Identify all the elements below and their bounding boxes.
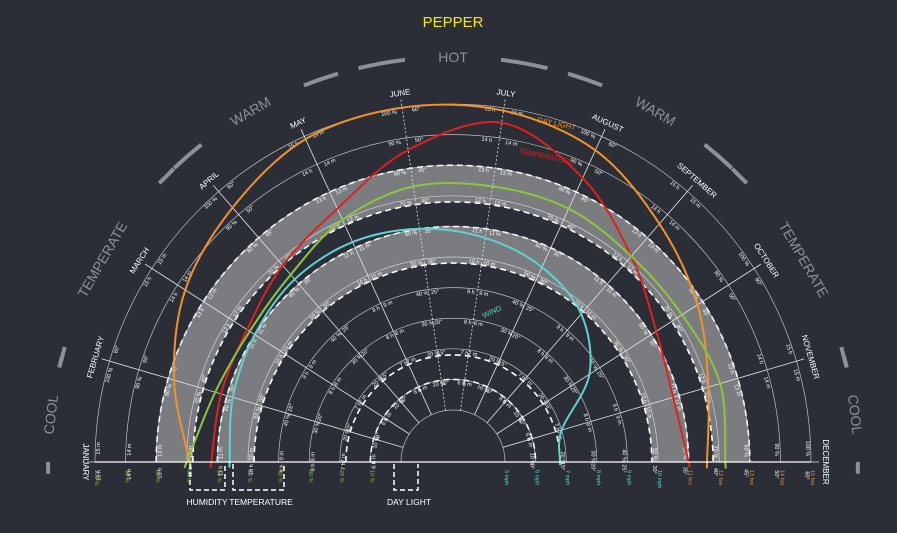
ring-label: 35° <box>681 467 687 475</box>
season-label: HOT <box>438 49 468 65</box>
ring-label: 14 m <box>127 443 133 456</box>
baseline-right-label: 15 hrs <box>809 470 815 486</box>
ring-label: 15° <box>437 350 446 357</box>
baseline-right-label: 6 mph <box>534 470 540 485</box>
ring-label: 9 m <box>280 450 286 460</box>
ring-label: 40° <box>421 198 430 205</box>
ring-label: 20° <box>590 463 596 471</box>
baseline-left-label: 20 % <box>338 470 344 483</box>
baseline-left-label: 50 % <box>246 470 252 483</box>
ring-label: 45° <box>743 469 749 477</box>
ring-label: 25° <box>620 464 626 472</box>
legend-humidity: HUMIDITY <box>186 497 227 507</box>
ring-label: 40 % <box>620 449 626 462</box>
ring-label: 10° <box>440 380 449 387</box>
ring-label: 50° <box>773 470 779 478</box>
ring-label: 40° <box>712 468 718 476</box>
baseline-left-label: 60 % <box>215 470 221 483</box>
ring-label: 13 m <box>157 444 163 457</box>
ring-label: 30° <box>427 259 436 266</box>
ring-label: 100 % <box>804 441 810 457</box>
baseline-right-label: 12 hrs <box>717 470 723 486</box>
baseline-left-label: 30 % <box>307 470 313 483</box>
baseline-left-label: 10 % <box>368 470 374 483</box>
month-label-january: JANUARY <box>81 443 90 481</box>
baseline-left-label: 90 % <box>124 470 130 483</box>
baseline-left-label: 40 % <box>277 470 283 483</box>
ring-label: 9 h <box>467 289 475 296</box>
baseline-right-label: 8 mph <box>595 470 601 485</box>
ring-label: 70 % <box>712 446 718 459</box>
ring-label: 7 m <box>341 453 347 463</box>
month-label-december: DECEMBER <box>821 439 830 485</box>
ring-label: 10 m <box>249 448 255 461</box>
baseline-right-label: 10 mph <box>656 470 662 488</box>
ring-label: 45° <box>418 167 427 174</box>
baseline-right-label: 13 hrs <box>748 470 754 486</box>
ring-label: 25° <box>431 289 440 296</box>
baseline-left-label: 100 % <box>93 470 99 486</box>
ring-label: 8 h <box>463 319 471 326</box>
chart-title: PEPPER <box>423 14 484 31</box>
ring-label: 15 m <box>96 442 102 455</box>
ring-label: 7 h <box>341 462 347 470</box>
ring-label: 8 m <box>310 452 316 462</box>
baseline-right-label: 11 hrs <box>687 470 693 485</box>
baseline-left-label: 80 % <box>154 470 160 483</box>
ring-label: 50 % <box>651 448 657 461</box>
ring-label: 30 % <box>590 450 596 463</box>
legend-day-light: DAY LIGHT <box>387 497 431 507</box>
ring-label: 11 m <box>219 447 225 459</box>
baseline-right-label: 5 mph <box>503 470 509 485</box>
season-arc <box>844 356 847 367</box>
ring-label: 80 % <box>743 445 749 458</box>
ring-label: 90 % <box>773 443 779 456</box>
ring-label: 60° <box>412 106 421 113</box>
legend-temperature: TEMPERATURE <box>229 497 293 507</box>
baseline-right-label: 9 mph <box>625 470 631 485</box>
ring-label: 20° <box>434 319 443 326</box>
ring-label: 30° <box>651 466 657 474</box>
baseline-right-label: 7 mph <box>564 470 570 485</box>
baseline-right-label: 14 hrs <box>778 470 784 486</box>
ring-label: 60° <box>804 471 810 479</box>
